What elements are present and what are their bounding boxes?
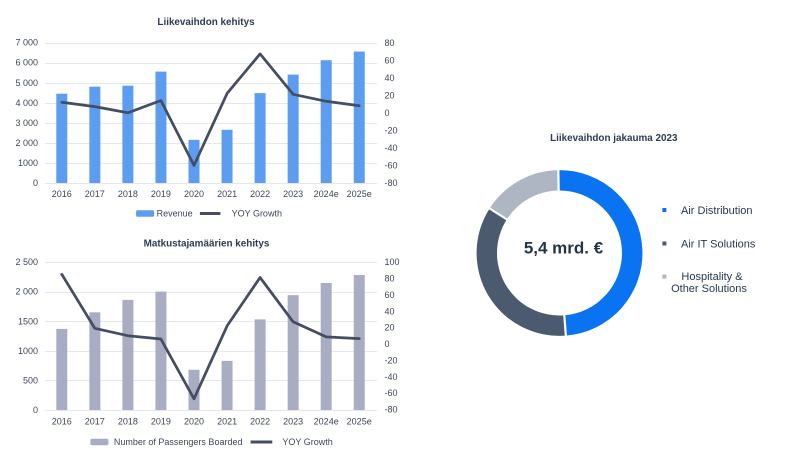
svg-text:1500: 1500 — [18, 316, 38, 326]
svg-text:500: 500 — [23, 376, 38, 386]
svg-text:2021: 2021 — [217, 417, 237, 427]
svg-text:60: 60 — [385, 290, 395, 300]
svg-text:2018: 2018 — [118, 189, 138, 199]
svg-text:2022: 2022 — [250, 417, 270, 427]
svg-text:Air Distribution: Air Distribution — [681, 205, 753, 217]
svg-text:Matkustajamäärien kehitys: Matkustajamäärien kehitys — [144, 238, 270, 249]
svg-text:-20: -20 — [385, 126, 398, 136]
svg-text:2019: 2019 — [151, 189, 171, 199]
svg-text:-80: -80 — [385, 405, 398, 415]
svg-text:7 000: 7 000 — [15, 38, 38, 48]
svg-text:2017: 2017 — [85, 417, 105, 427]
svg-text:2024e: 2024e — [314, 417, 339, 427]
svg-text:2 000: 2 000 — [15, 287, 38, 297]
svg-text:40: 40 — [385, 73, 395, 83]
svg-text:2018: 2018 — [118, 417, 138, 427]
svg-text:1000: 1000 — [18, 346, 38, 356]
svg-text:Air IT Solutions: Air IT Solutions — [681, 238, 756, 250]
svg-text:Liikevaihdon jakauma 2023: Liikevaihdon jakauma 2023 — [550, 133, 678, 144]
svg-text:-40: -40 — [385, 372, 398, 382]
svg-text:-80: -80 — [385, 178, 398, 188]
svg-text:0: 0 — [385, 339, 390, 349]
svg-text:5 000: 5 000 — [15, 78, 38, 88]
svg-text:80: 80 — [385, 274, 395, 284]
svg-text:60: 60 — [385, 56, 395, 66]
svg-text:20: 20 — [385, 323, 395, 333]
svg-text:0: 0 — [385, 108, 390, 118]
svg-text:2025e: 2025e — [347, 189, 372, 199]
svg-text:1000: 1000 — [18, 158, 38, 168]
svg-text:-40: -40 — [385, 143, 398, 153]
svg-text:2020: 2020 — [184, 189, 204, 199]
svg-text:2016: 2016 — [52, 189, 72, 199]
svg-text:Liikevaihdon kehitys: Liikevaihdon kehitys — [157, 17, 255, 28]
svg-text:5,4 mrd. €: 5,4 mrd. € — [524, 239, 604, 258]
svg-text:Other Solutions: Other Solutions — [671, 283, 747, 295]
svg-text:6 000: 6 000 — [15, 58, 38, 68]
svg-text:3 000: 3 000 — [15, 118, 38, 128]
svg-text:Number of Passengers Boarded: Number of Passengers Boarded — [114, 437, 243, 447]
svg-text:2023: 2023 — [283, 417, 303, 427]
svg-text:0: 0 — [33, 405, 38, 415]
svg-text:2022: 2022 — [250, 189, 270, 199]
svg-text:2021: 2021 — [217, 189, 237, 199]
svg-text:2020: 2020 — [184, 417, 204, 427]
svg-text:Hospitality &: Hospitality & — [681, 271, 743, 283]
svg-text:2025e: 2025e — [347, 417, 372, 427]
svg-text:40: 40 — [385, 306, 395, 316]
svg-text:2 000: 2 000 — [15, 138, 38, 148]
svg-text:20: 20 — [385, 91, 395, 101]
svg-text:2019: 2019 — [151, 417, 171, 427]
svg-text:YOY Growth: YOY Growth — [282, 437, 332, 447]
svg-text:YOY Growth: YOY Growth — [232, 209, 282, 219]
svg-text:2017: 2017 — [85, 189, 105, 199]
svg-text:80: 80 — [385, 38, 395, 48]
svg-text:-60: -60 — [385, 161, 398, 171]
svg-text:0: 0 — [33, 178, 38, 188]
svg-text:2024e: 2024e — [314, 189, 339, 199]
svg-text:2016: 2016 — [52, 417, 72, 427]
svg-text:4 000: 4 000 — [15, 98, 38, 108]
svg-text:100: 100 — [385, 257, 400, 267]
svg-text:2023: 2023 — [283, 189, 303, 199]
svg-text:-60: -60 — [385, 388, 398, 398]
svg-text:Revenue: Revenue — [157, 209, 193, 219]
svg-text:-20: -20 — [385, 355, 398, 365]
svg-text:2 500: 2 500 — [15, 257, 38, 267]
